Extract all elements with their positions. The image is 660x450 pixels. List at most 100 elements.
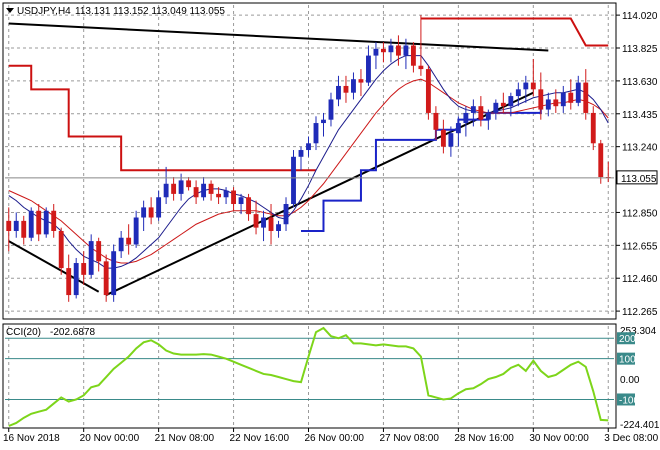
red-stop-line-upper — [420, 17, 609, 47]
cci-grid — [8, 326, 609, 426]
trendline — [8, 22, 549, 52]
candle-body — [73, 263, 79, 296]
candle-body — [381, 48, 386, 53]
candle-body — [418, 65, 424, 70]
candle-body — [321, 119, 326, 124]
cci-level-tag — [617, 352, 635, 365]
candle-body — [276, 224, 281, 231]
candle-body — [530, 82, 536, 90]
time-tick-label: 21 Nov 08:00 — [155, 433, 215, 444]
cci-name: CCI(20) — [6, 327, 41, 338]
candle-body — [508, 96, 514, 107]
candle-body — [261, 217, 266, 228]
current-price-box — [616, 170, 658, 185]
candle-body — [463, 112, 469, 124]
candle-body — [298, 150, 304, 157]
cci-level-tag — [617, 332, 635, 345]
candle-body — [193, 187, 199, 198]
candle-body — [336, 85, 341, 100]
trendline — [105, 91, 534, 296]
time-tick-label: 20 Nov 00:00 — [80, 433, 140, 444]
price-tick-label: 113.435 — [622, 110, 658, 121]
candle-body — [515, 89, 521, 97]
cci-tick-label: 100 — [619, 355, 636, 366]
candle-body — [283, 204, 289, 225]
candle-body — [88, 241, 94, 275]
candle-body — [28, 210, 34, 238]
cci-level-tag — [617, 393, 635, 406]
time-tick-label: 30 Nov 00:00 — [529, 433, 589, 444]
candle-body — [58, 230, 64, 269]
time-tick-label: 27 Nov 08:00 — [379, 433, 439, 444]
candle-body — [96, 241, 102, 262]
candle-body — [455, 123, 461, 134]
candle-body — [440, 129, 446, 147]
candle-body — [395, 45, 401, 56]
cci-value: -202.6878 — [50, 327, 95, 338]
candle-body — [523, 82, 529, 90]
price-tick-label: 113.825 — [622, 44, 658, 55]
candle-body — [223, 190, 229, 198]
candle-body — [485, 112, 491, 120]
price-tick-label: 112.850 — [622, 208, 658, 219]
candle-body — [388, 45, 394, 53]
candle-body — [366, 55, 371, 83]
price-tick-label: 112.460 — [622, 274, 658, 285]
candle-body — [470, 106, 476, 113]
candle-body — [126, 237, 132, 245]
candle-body — [328, 99, 334, 120]
main-panel-frame — [2, 2, 617, 320]
candle-body — [560, 92, 566, 107]
slow-ma-line — [8, 78, 609, 264]
time-tick-label: 28 Nov 16:00 — [454, 433, 514, 444]
price-tick-label: 114.020 — [622, 11, 658, 22]
candle-body — [343, 85, 349, 93]
candle-body — [553, 99, 559, 107]
candle-body — [268, 217, 274, 231]
candle-body — [253, 214, 259, 228]
candle-body — [186, 180, 192, 188]
candle-body — [478, 106, 484, 120]
cci-levels — [5, 337, 614, 400]
symbol-arrow-icon — [6, 8, 14, 13]
main-panel: 114.020 113.825 113.630 113.435 113.240 112.8… — [2, 2, 658, 320]
candle-body — [313, 123, 319, 144]
price-tick-label: 112.655 — [622, 241, 658, 252]
candle-body — [238, 197, 244, 205]
symbol-label: USDJPY,H4 — [17, 6, 71, 17]
fast-ma-line — [8, 55, 609, 269]
candle-body — [493, 102, 499, 113]
candle-body — [291, 156, 296, 205]
candle-body — [163, 183, 169, 198]
candle-body — [433, 112, 439, 130]
candle-body — [568, 92, 574, 103]
candle-body — [306, 143, 311, 151]
cci-panel-frame — [2, 323, 617, 429]
candle-body — [6, 220, 12, 231]
price-tick-label: 113.240 — [622, 143, 658, 154]
time-tick-label: 26 Nov 00:00 — [305, 433, 365, 444]
candle-body — [538, 89, 544, 110]
cci-tick-label: 253.304 — [620, 326, 657, 337]
current-price-tag: 113.055 — [616, 170, 658, 185]
cci-tick-label: 0.00 — [620, 375, 640, 386]
candle-body — [133, 217, 139, 245]
chart-header: USDJPY,H4 113.131 113.152 113.049 113.05… — [6, 6, 225, 17]
candle-body — [21, 220, 27, 238]
candle-body — [208, 183, 214, 194]
candle-body — [410, 45, 416, 66]
candle-body — [351, 79, 356, 93]
candle-body — [111, 251, 117, 296]
candle-body — [231, 190, 236, 205]
price-tick-label: 113.630 — [622, 77, 658, 88]
price-axis: 114.020 113.825 113.630 113.435 113.240 112.8… — [616, 11, 658, 318]
candle-body — [373, 48, 379, 56]
cci-line — [8, 326, 609, 427]
candle-body — [103, 261, 109, 296]
candle-body — [51, 210, 57, 231]
candles — [6, 15, 611, 302]
candle-body — [81, 263, 87, 275]
